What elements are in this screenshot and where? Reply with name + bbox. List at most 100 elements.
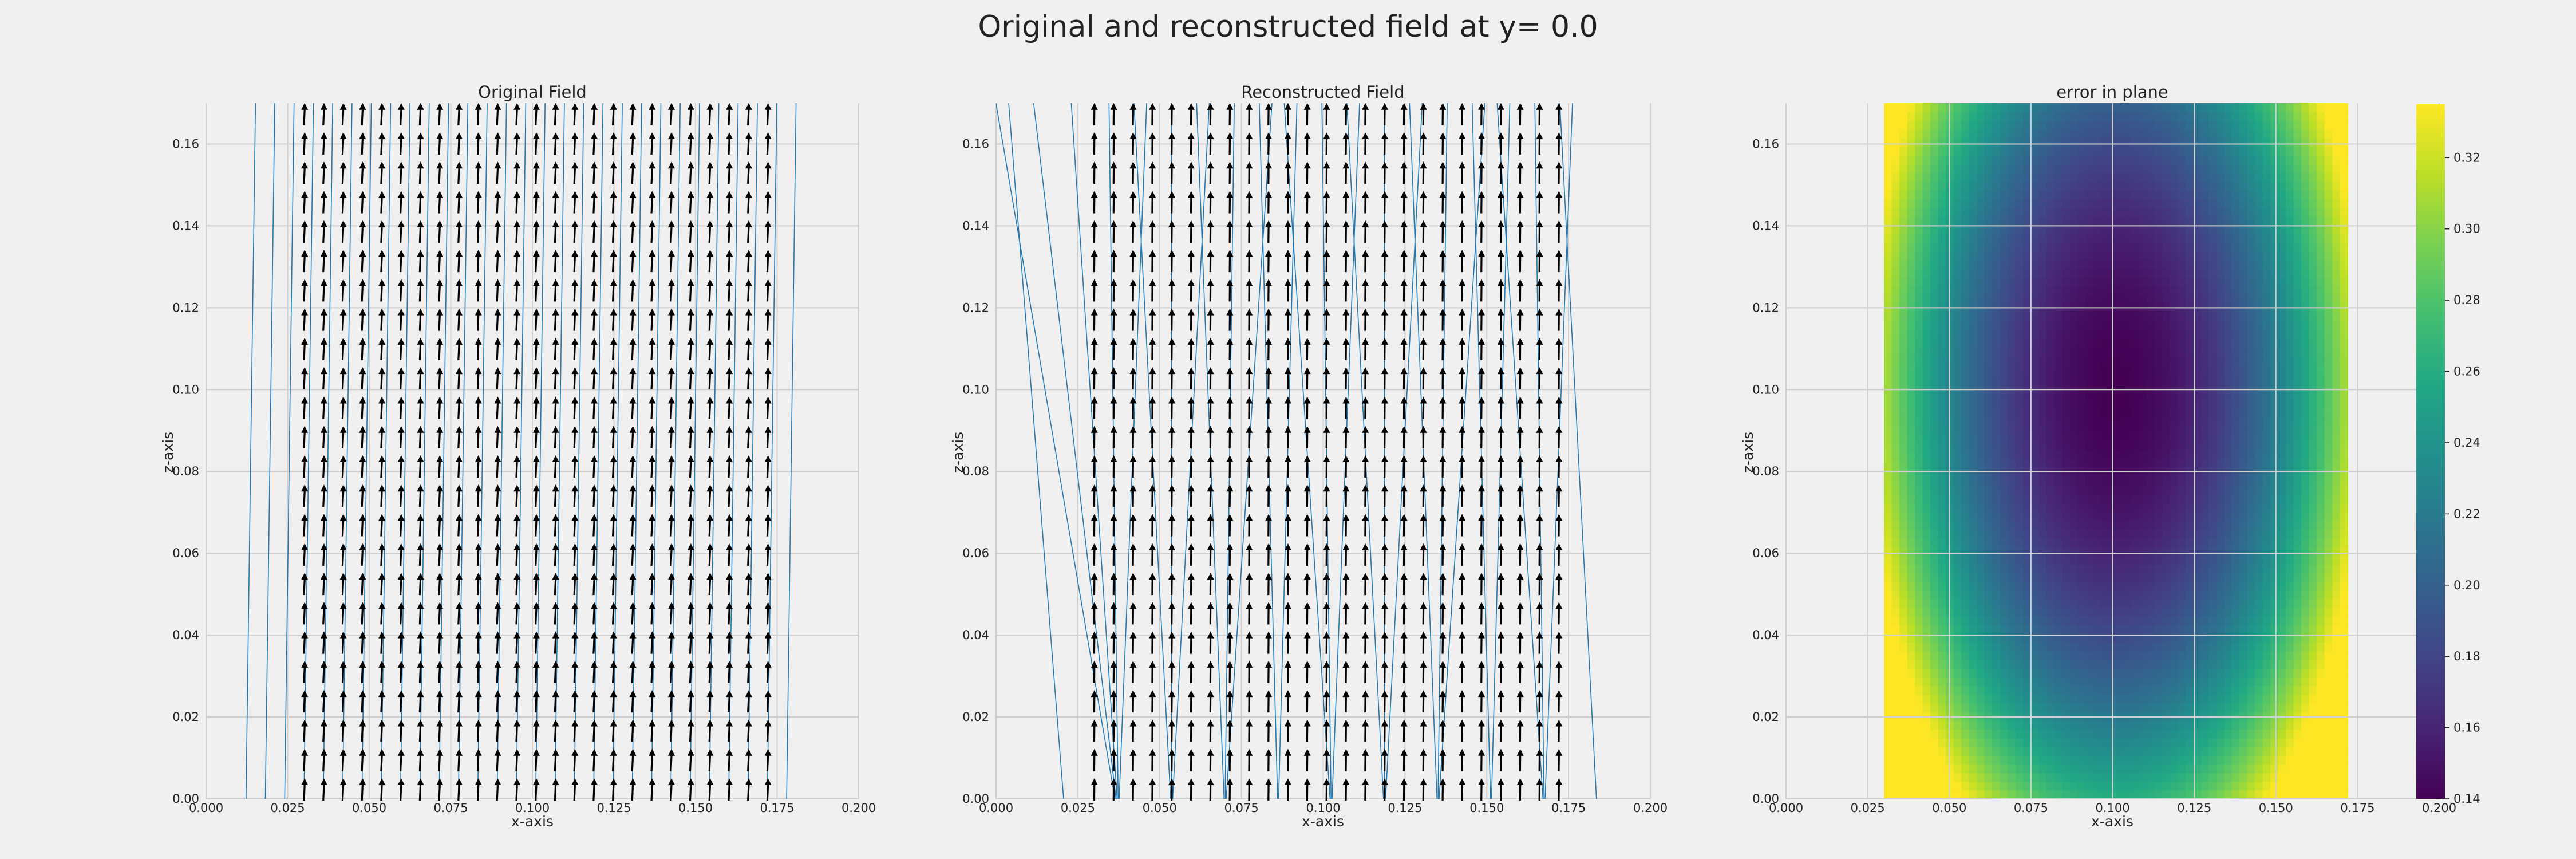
field-arrow: [417, 132, 424, 155]
heatmap-cell: [2008, 146, 2016, 156]
heatmap-cell: [2008, 738, 2016, 747]
heatmap-cell: [1969, 242, 1977, 251]
field-arrow: [1284, 279, 1291, 302]
streamline: [1471, 103, 1491, 799]
heatmap-cell: [1922, 668, 1931, 678]
heatmap-cell: [2000, 172, 2008, 182]
heatmap-cell: [2123, 346, 2132, 356]
field-arrow: [1323, 425, 1330, 448]
heatmap-cell: [1922, 294, 1931, 304]
heatmap-cell: [2085, 790, 2093, 799]
heatmap-cell: [1961, 233, 1970, 243]
heatmap-cell: [1891, 511, 1900, 521]
heatmap-cell: [1884, 242, 1893, 251]
panel-2-arrows: [1091, 103, 1563, 801]
field-arrow: [1168, 132, 1176, 155]
heatmap-cell: [2208, 390, 2217, 400]
heatmap-cell: [1938, 529, 1946, 539]
heatmap-cell: [2231, 538, 2241, 547]
heatmap-cell: [1938, 399, 1946, 408]
heatmap-cell: [2008, 434, 2016, 443]
heatmap-cell: [1891, 503, 1900, 513]
heatmap-cell: [1907, 137, 1915, 147]
heatmap-cell: [2085, 416, 2093, 425]
heatmap-cell: [2123, 424, 2132, 434]
heatmap-cell: [2178, 390, 2186, 400]
heatmap-cell: [2061, 155, 2070, 165]
heatmap-cell: [2046, 546, 2055, 556]
heatmap-cell: [2054, 668, 2063, 678]
heatmap-cell: [2092, 607, 2101, 617]
heatmap-cell: [2231, 399, 2241, 408]
heatmap-cell: [2038, 407, 2047, 417]
heatmap-cell: [2178, 529, 2186, 539]
heatmap-cell: [1922, 390, 1931, 400]
field-arrow: [378, 690, 386, 713]
heatmap-cell: [1891, 521, 1900, 530]
field-arrow: [667, 484, 675, 507]
heatmap-cell: [2030, 407, 2039, 417]
y-tick-label: 0.00: [962, 792, 989, 806]
heatmap-cell: [1992, 511, 2001, 521]
heatmap-cell: [1930, 573, 1939, 582]
field-arrow: [1555, 748, 1563, 771]
heatmap-cell: [2046, 320, 2055, 330]
heatmap-cell: [2154, 720, 2163, 730]
field-arrow: [1497, 161, 1504, 184]
heatmap-cell: [2224, 364, 2233, 373]
heatmap-cell: [2077, 598, 2085, 608]
heatmap-cell: [2116, 199, 2124, 208]
streamline: [458, 103, 469, 799]
heatmap-cell: [1884, 694, 1893, 704]
heatmap-cell: [2116, 146, 2124, 156]
heatmap-cell: [2092, 424, 2101, 434]
field-arrow: [1400, 748, 1408, 771]
heatmap-cell: [2054, 477, 2063, 487]
heatmap-cell: [1984, 146, 1993, 156]
heatmap-cell: [2054, 555, 2063, 565]
field-arrow: [339, 573, 347, 596]
field-arrow: [1497, 543, 1504, 566]
heatmap-cell: [1992, 103, 2001, 112]
field-arrow: [1439, 191, 1447, 214]
streamline: [1283, 103, 1331, 799]
field-arrow: [629, 220, 637, 243]
heatmap-cell: [1930, 598, 1939, 608]
heatmap-cell: [2123, 633, 2132, 643]
field-arrow: [649, 455, 656, 478]
heatmap-cell: [2208, 703, 2217, 712]
heatmap-cell: [2000, 407, 2008, 417]
heatmap-cell: [2023, 720, 2032, 730]
heatmap-cell: [1984, 581, 1993, 591]
field-arrow: [339, 719, 347, 742]
heatmap-cell: [2200, 633, 2210, 643]
heatmap-cell: [2030, 233, 2039, 243]
field-arrow: [513, 631, 521, 654]
heatmap-cell: [2208, 677, 2217, 687]
heatmap-cell: [2154, 285, 2163, 295]
heatmap-cell: [1884, 511, 1893, 521]
heatmap-cell: [1992, 486, 2001, 495]
heatmap-cell: [2069, 268, 2078, 278]
heatmap-cell: [1946, 781, 1954, 791]
heatmap-cell: [1922, 424, 1931, 434]
heatmap-cell: [2208, 407, 2217, 417]
heatmap-cell: [2123, 625, 2132, 635]
heatmap-cell: [2231, 390, 2241, 400]
heatmap-cell: [1930, 468, 1939, 478]
heatmap-cell: [2085, 312, 2093, 321]
heatmap-cell: [2092, 746, 2101, 756]
heatmap-cell: [2139, 112, 2148, 121]
heatmap-cell: [2231, 573, 2241, 582]
heatmap-cell: [1977, 338, 1985, 348]
streamline: [593, 103, 604, 799]
heatmap-cell: [2170, 355, 2179, 365]
field-arrow: [320, 132, 327, 155]
field-arrow: [745, 690, 752, 713]
heatmap-cell: [2178, 285, 2186, 295]
heatmap-cell: [1922, 251, 1931, 261]
heatmap-cell: [2193, 216, 2202, 226]
heatmap-cell: [2224, 285, 2233, 295]
heatmap-cell: [2200, 486, 2210, 495]
heatmap-cell: [2216, 164, 2225, 174]
